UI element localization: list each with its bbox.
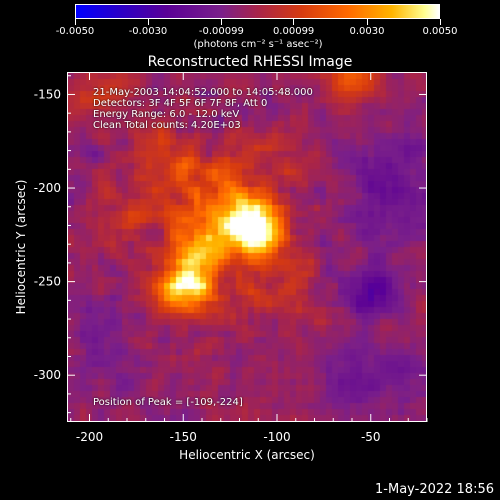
timestamp: 1-May-2022 18:56 — [375, 482, 494, 497]
heatmap-image — [68, 73, 426, 421]
colorbar-tick — [220, 19, 222, 25]
y-tick-label: -150 — [34, 87, 61, 101]
colorbar-tick — [439, 19, 441, 25]
colorbar-tick-label: 0.00099 — [272, 26, 315, 37]
clean-counts-label: Clean Total counts: 4.20E+03 — [93, 120, 241, 131]
x-tick-label: -200 — [76, 430, 103, 444]
colorbar-unit: (photons cm⁻² s⁻¹ asec⁻²) — [193, 39, 323, 50]
y-axis-label: Heliocentric Y (arcsec) — [14, 179, 28, 315]
colorbar-tick-label: 0.0030 — [349, 26, 385, 37]
y-tick-label: -300 — [34, 368, 61, 382]
peak-position-label: Position of Peak = [-109,-224] — [93, 397, 243, 408]
detectors-label: Detectors: 3F 4F 5F 6F 7F 8F, Att 0 — [93, 98, 268, 109]
x-tick-label: -150 — [170, 430, 197, 444]
colorbar-tick-label: -0.0050 — [55, 26, 95, 37]
energy-range-label: Energy Range: 6.0 - 12.0 keV — [93, 109, 240, 120]
chart-title: Reconstructed RHESSI Image — [147, 54, 353, 70]
x-tick-label: -100 — [263, 430, 290, 444]
colorbar-tick-label: 0.0050 — [422, 26, 458, 37]
colorbar-tick — [147, 19, 149, 25]
colorbar-tick — [74, 19, 76, 25]
plot-area: 21-May-2003 14:04:52.000 to 14:05:48.000… — [67, 72, 427, 422]
y-tick-label: -200 — [34, 181, 61, 195]
colorbar-tick-label: -0.0030 — [128, 26, 168, 37]
colorbar-tick-label: -0.00099 — [198, 26, 244, 37]
time-range-label: 21-May-2003 14:04:52.000 to 14:05:48.000 — [93, 87, 313, 98]
colorbar — [75, 4, 440, 19]
y-tick-label: -250 — [34, 275, 61, 289]
colorbar-tick — [366, 19, 368, 25]
x-axis-label: Heliocentric X (arcsec) — [179, 448, 315, 462]
colorbar-tick — [293, 19, 295, 25]
x-tick-label: -50 — [361, 430, 381, 444]
